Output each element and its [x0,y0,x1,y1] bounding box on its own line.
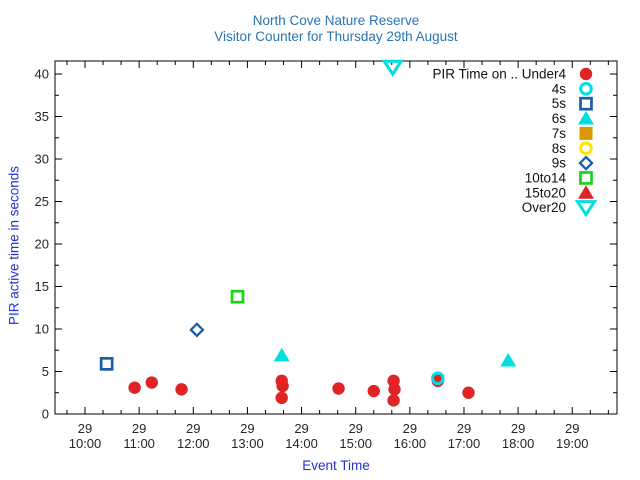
y-tick-label: 0 [42,407,49,422]
legend-label-4s: 4s [552,81,567,96]
y-tick-label: 25 [35,194,49,209]
y-tick-label: 35 [35,109,49,124]
data-point-pir-time-on-under4 [275,391,288,405]
legend-marker-5s [579,96,593,111]
x-tick-label-time: 11:00 [123,436,155,451]
legend-marker-8s [579,141,593,156]
legend-marker-9s [578,155,594,171]
data-point-5s [99,357,114,371]
data-point-pir-time-on-under4 [332,382,345,395]
data-point-pir-time-on-under4 [462,386,475,399]
x-tick-label-time: 17:00 [448,436,481,451]
x-tick-label-day: 29 [511,421,525,436]
x-tick-label-day: 29 [457,421,471,436]
legend-label-9s: 9s [552,156,567,171]
x-tick-label-time: 19:00 [556,436,589,451]
legend-marker-7s [579,126,593,140]
legend-marker-4s [579,82,593,96]
data-point-pir-time-on-under4 [175,383,188,396]
legend-marker-15to20 [578,185,594,199]
y-tick-label: 30 [35,152,49,167]
data-point-10to14 [230,289,245,304]
x-tick-label-day: 29 [78,421,92,436]
x-tick-label-day: 29 [132,421,146,436]
y-tick-label: 15 [35,279,49,294]
x-tick-label-day: 29 [348,421,362,436]
x-axis-label: Event Time [302,458,370,473]
plot-border [54,60,618,415]
x-tick-label-time: 16:00 [394,436,427,451]
legend-label-15to20: 15to20 [525,185,566,200]
data-point-pir-time-on-under4 [387,394,400,407]
legend-label-8s: 8s [552,141,567,156]
chart-title: North Cove Nature Reserve [252,13,420,28]
legend-marker-10to14 [579,171,593,185]
x-tick-label-time: 13:00 [231,436,264,451]
legend-marker-over20 [574,200,598,218]
x-tick-label-time: 14:00 [285,436,318,451]
data-point-pir-time-on-under4 [388,383,401,396]
x-tick-label-time: 10:00 [69,436,102,451]
chart-subtitle: Visitor Counter for Thursday 29th August [214,29,458,44]
data-point-6s [500,352,517,367]
x-tick-label-time: 18:00 [502,436,535,451]
x-tick-label-time: 15:00 [339,436,372,451]
data-point-pir-time-on-under4 [276,379,289,393]
data-point-pir-time-on-under4 [145,376,158,389]
legend-label-7s: 7s [552,126,567,141]
legend-label-6s: 6s [552,111,567,126]
y-tick-label: 10 [35,322,49,337]
x-tick-label-day: 29 [186,421,200,436]
data-point-9s [189,322,205,338]
x-tick-label-day: 29 [294,421,308,436]
y-tick-label: 20 [35,237,49,252]
x-tick-label-day: 29 [565,421,579,436]
legend-label-pir-time-on-under4: PIR Time on .. Under4 [432,67,566,82]
data-point-pir-time-on-under4 [128,381,141,394]
legend-marker-6s [578,111,594,125]
data-point-6s [273,347,290,362]
y-tick-label: 40 [35,67,49,82]
x-tick-label-day: 29 [240,421,254,436]
legend-marker-pir-time-on-under4 [579,67,593,81]
legend-label-over20: Over20 [522,200,566,215]
y-tick-label: 5 [42,364,49,379]
x-tick-label-day: 29 [403,421,417,436]
data-point-4s [431,371,445,386]
data-point-pir-time-on-under4 [367,384,380,398]
x-tick-label-time: 12:00 [177,436,210,451]
legend-label-10to14: 10to14 [525,170,567,185]
legend-label-5s: 5s [552,96,567,111]
data-point-over20 [381,59,404,77]
